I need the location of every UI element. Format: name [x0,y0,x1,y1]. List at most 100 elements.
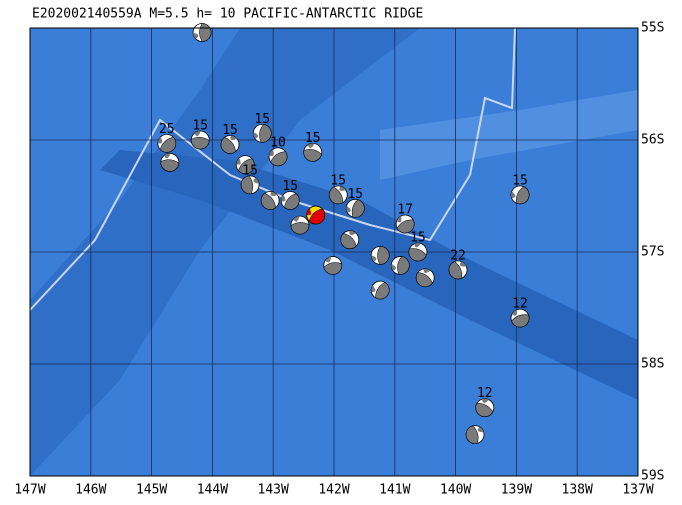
ball-lobe [238,158,255,174]
ball-lobe [460,261,467,267]
depth-label: 10 [270,135,286,150]
focal-mechanism [306,205,326,225]
lon-label: 146W [75,483,106,498]
lat-label: 55S [641,21,664,36]
lon-label: 145W [136,483,167,498]
focal-mechanism [510,308,530,328]
ball-lobe [482,398,490,403]
ball-lobe [375,282,390,300]
lat-label: 57S [641,245,664,260]
lon-label: 139W [501,483,532,498]
focal-mechanism [475,398,495,418]
ball-lobe [346,205,351,213]
focal-mechanism [280,191,300,210]
focal-mechanism [235,155,255,175]
ball-lobe [323,262,343,275]
ball-lobe [377,246,390,265]
ball-lobe [193,32,199,39]
ball-lobe [308,208,326,225]
ball-lobe [253,177,260,184]
focal-mechanism [340,230,360,250]
title: E202002140559A M=5.5 h= 10 PACIFIC-ANTAR… [32,7,423,22]
depth-label: 17 [397,203,413,218]
ball-lobe [159,136,177,153]
ball-lobe [164,153,171,159]
ball-lobe [515,186,530,205]
ball-lobe [240,175,254,194]
focal-mechanism [268,147,288,167]
depth-label: 15 [254,112,270,127]
focal-mechanism [323,256,343,275]
focal-mechanism [260,191,280,210]
bathymetry [100,150,638,400]
lon-label: 138W [562,483,593,498]
focal-mechanism [190,130,210,150]
ball-lobe [351,199,365,218]
ball-lobe [415,272,433,287]
lat-label: 58S [641,357,664,372]
focal-mechanism [303,142,323,162]
focal-mechanism [290,215,310,235]
ball-lobe [339,186,346,191]
ball-lobe [220,137,236,154]
ball-lobe [465,425,479,444]
lat-label: 56S [641,133,664,148]
depth-label: 15 [512,173,528,188]
ball-lobe [230,135,238,141]
lon-label: 141W [379,483,410,498]
focal-mechanism [345,198,365,218]
depth-label: 15 [192,119,208,134]
lon-label: 144W [197,483,228,498]
ball-lobe [270,151,288,167]
focal-mechanism [328,185,348,205]
ball-lobe [290,222,310,235]
ball-lobe [293,216,300,222]
focal-mechanism [252,123,272,143]
depth-label: 15 [330,173,346,188]
ball-lobe [325,256,332,263]
focal-mechanism [240,175,260,195]
focal-mechanism [157,133,177,153]
depth-label: 15 [242,163,258,178]
ball-lobe [269,149,274,157]
ball-lobe [349,230,357,236]
ball-lobe [423,268,431,273]
ball-lobe [303,149,322,162]
lon-label: 137W [622,483,653,498]
focal-mechanism [370,245,390,265]
ball-lobe [191,137,210,150]
ball-lobe [194,131,201,137]
ball-lobe [511,314,530,328]
ball-lobe [236,157,241,165]
depth-label: 15 [282,179,298,194]
focal-mechanism [220,135,240,154]
depth-label: 15 [347,187,363,202]
focal-mechanism [448,260,468,280]
bathymetry [380,90,638,180]
focal-mechanism [408,242,428,262]
lon-label: 147W [14,483,45,498]
ball-lobe [160,159,180,172]
ball-lobe [157,136,163,144]
focal-mechanism [390,256,410,275]
plate-boundary [29,27,516,311]
ball-lobe [329,186,344,205]
lat-label: 59S [641,469,664,484]
ball-lobe [391,264,397,271]
ball-lobe [371,285,376,293]
ball-lobe [281,194,286,202]
ball-lobe [371,255,377,262]
ball-lobe [408,248,427,262]
focal-mechanism [370,280,390,300]
focal-mechanism [395,214,415,234]
map-frame [29,27,639,477]
ball-lobe [512,309,518,316]
ball-lobe [414,243,421,248]
depth-label: 15 [410,231,426,246]
focal-mechanism [192,23,212,42]
ball-lobe [396,215,402,223]
depth-label: 12 [477,386,493,401]
focal-mechanism [160,152,180,172]
ball-lobe [397,256,410,275]
